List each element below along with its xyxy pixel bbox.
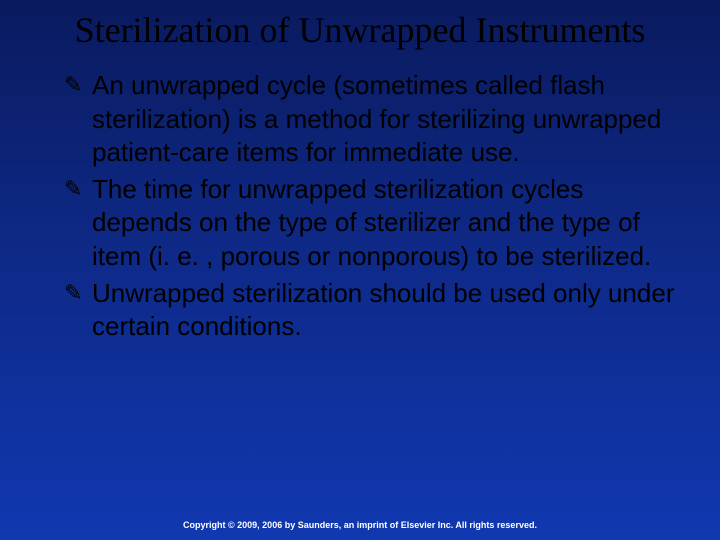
bullet-text: An unwrapped cycle (sometimes called fla…	[92, 69, 680, 169]
bullet-icon: ✎	[64, 173, 92, 203]
bullet-icon: ✎	[64, 277, 92, 307]
list-item: ✎ Unwrapped sterilization should be used…	[64, 277, 680, 344]
copyright-footer: Copyright © 2009, 2006 by Saunders, an i…	[0, 520, 720, 530]
bullet-icon: ✎	[64, 69, 92, 99]
list-item: ✎ The time for unwrapped sterilization c…	[64, 173, 680, 273]
slide-title: Sterilization of Unwrapped Instruments	[0, 0, 720, 51]
bullet-text: The time for unwrapped sterilization cyc…	[92, 173, 680, 273]
bullet-text: Unwrapped sterilization should be used o…	[92, 277, 680, 344]
slide-body: ✎ An unwrapped cycle (sometimes called f…	[0, 51, 720, 343]
list-item: ✎ An unwrapped cycle (sometimes called f…	[64, 69, 680, 169]
